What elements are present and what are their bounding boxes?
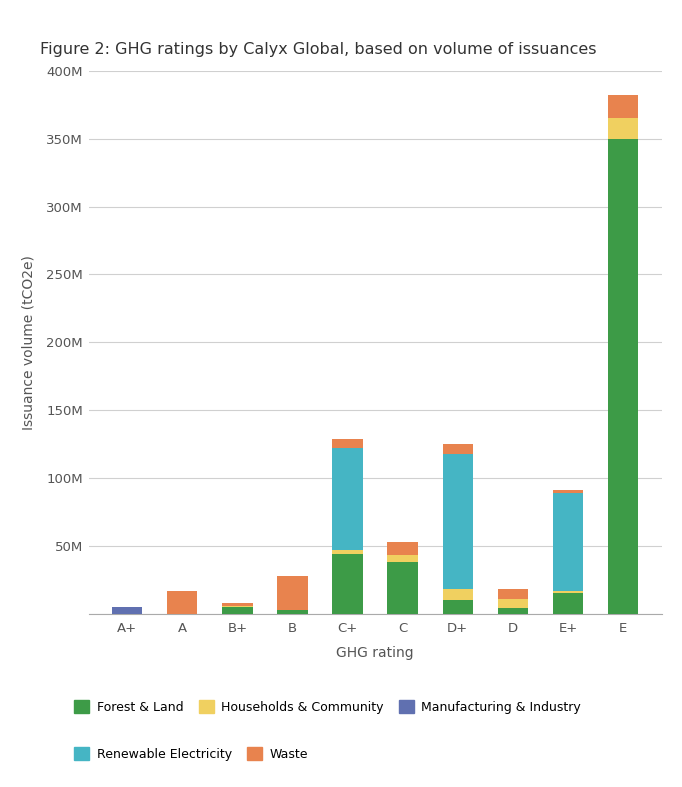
- Bar: [443, 589, 473, 600]
- Bar: [443, 453, 473, 589]
- Bar: [608, 95, 638, 118]
- Y-axis label: Issuance volume (tCO2e): Issuance volume (tCO2e): [21, 255, 35, 430]
- Bar: [552, 490, 583, 493]
- Bar: [387, 562, 418, 614]
- Bar: [443, 600, 473, 614]
- Bar: [278, 610, 308, 614]
- Bar: [278, 576, 308, 610]
- Bar: [443, 444, 473, 453]
- Legend: Forest & Land, Households & Community, Manufacturing & Industry: Forest & Land, Households & Community, M…: [74, 700, 581, 714]
- Bar: [498, 599, 528, 608]
- Bar: [387, 542, 418, 556]
- Bar: [332, 554, 363, 614]
- Bar: [112, 607, 143, 614]
- Bar: [332, 550, 363, 554]
- Bar: [332, 449, 363, 550]
- Bar: [498, 589, 528, 599]
- Bar: [552, 493, 583, 591]
- Bar: [332, 438, 363, 449]
- Legend: Renewable Electricity, Waste: Renewable Electricity, Waste: [74, 748, 308, 761]
- Bar: [608, 139, 638, 614]
- Bar: [552, 593, 583, 614]
- X-axis label: GHG rating: GHG rating: [336, 646, 414, 660]
- Bar: [222, 603, 252, 606]
- Bar: [552, 591, 583, 593]
- Bar: [387, 556, 418, 562]
- Text: Figure 2: GHG ratings by Calyx Global, based on volume of issuances: Figure 2: GHG ratings by Calyx Global, b…: [40, 42, 597, 57]
- Bar: [608, 118, 638, 139]
- Bar: [222, 607, 252, 614]
- Bar: [167, 591, 198, 614]
- Bar: [498, 608, 528, 614]
- Bar: [222, 606, 252, 607]
